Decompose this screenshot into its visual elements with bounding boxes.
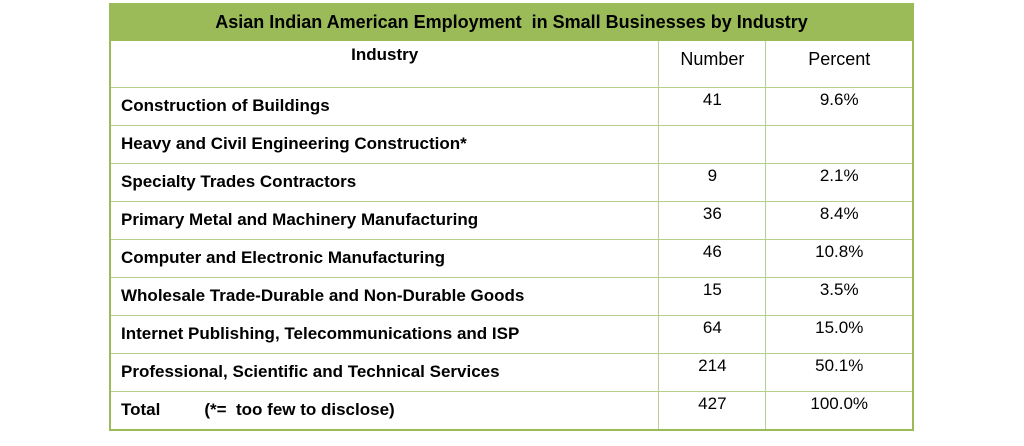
title-row: Asian Indian American Employment in Smal… [109, 3, 914, 41]
industry-cell: Specialty Trades Contractors [109, 163, 660, 202]
percent-cell: 100.0% [765, 391, 914, 431]
industry-cell: Professional, Scientific and Technical S… [109, 353, 660, 392]
total-label: Total [121, 400, 161, 419]
industry-cell: Total (*= too few to disclose) [109, 391, 660, 431]
percent-cell: 50.1% [765, 353, 914, 392]
number-cell: 41 [658, 87, 767, 126]
data-row: Professional, Scientific and Technical S… [109, 353, 914, 392]
column-header: Number [658, 39, 767, 88]
industry-cell: Internet Publishing, Telecommunications … [109, 315, 660, 354]
total-note: (*= too few to disclose) [204, 400, 395, 419]
percent-cell: 2.1% [765, 163, 914, 202]
number-cell: 214 [658, 353, 767, 392]
employment-table: Asian Indian American Employment in Smal… [109, 3, 914, 431]
percent-cell [765, 125, 914, 164]
industry-cell: Construction of Buildings [109, 87, 660, 126]
column-header: Industry [109, 39, 660, 88]
percent-cell: 15.0% [765, 315, 914, 354]
number-cell: 36 [658, 201, 767, 240]
data-row: Construction of Buildings 41 9.6% [109, 87, 914, 126]
number-cell: 9 [658, 163, 767, 202]
data-row: Internet Publishing, Telecommunications … [109, 315, 914, 354]
column-header: Percent [765, 39, 914, 88]
number-cell [658, 125, 767, 164]
industry-cell: Computer and Electronic Manufacturing [109, 239, 660, 278]
percent-cell: 8.4% [765, 201, 914, 240]
percent-cell: 3.5% [765, 277, 914, 316]
number-cell: 64 [658, 315, 767, 354]
percent-cell: 9.6% [765, 87, 914, 126]
data-row: Computer and Electronic Manufacturing 46 1… [109, 239, 914, 278]
industry-cell: Wholesale Trade-Durable and Non-Durable … [109, 277, 660, 316]
data-row: Wholesale Trade-Durable and Non-Durable … [109, 277, 914, 316]
data-row: Specialty Trades Contractors 9 2.1% [109, 163, 914, 202]
table-title: Asian Indian American Employment in Smal… [109, 3, 914, 41]
number-cell: 15 [658, 277, 767, 316]
number-cell: 46 [658, 239, 767, 278]
total-row: Total (*= too few to disclose) 427 100.0% [109, 391, 914, 431]
percent-cell: 10.8% [765, 239, 914, 278]
industry-cell: Heavy and Civil Engineering Construction… [109, 125, 660, 164]
table-container: Asian Indian American Employment in Smal… [109, 3, 914, 431]
number-cell: 427 [658, 391, 767, 431]
data-row: Heavy and Civil Engineering Construction… [109, 125, 914, 164]
industry-cell: Primary Metal and Machinery Manufacturin… [109, 201, 660, 240]
data-row: Primary Metal and Machinery Manufacturin… [109, 201, 914, 240]
header-row: Industry Number Percent [109, 39, 914, 88]
